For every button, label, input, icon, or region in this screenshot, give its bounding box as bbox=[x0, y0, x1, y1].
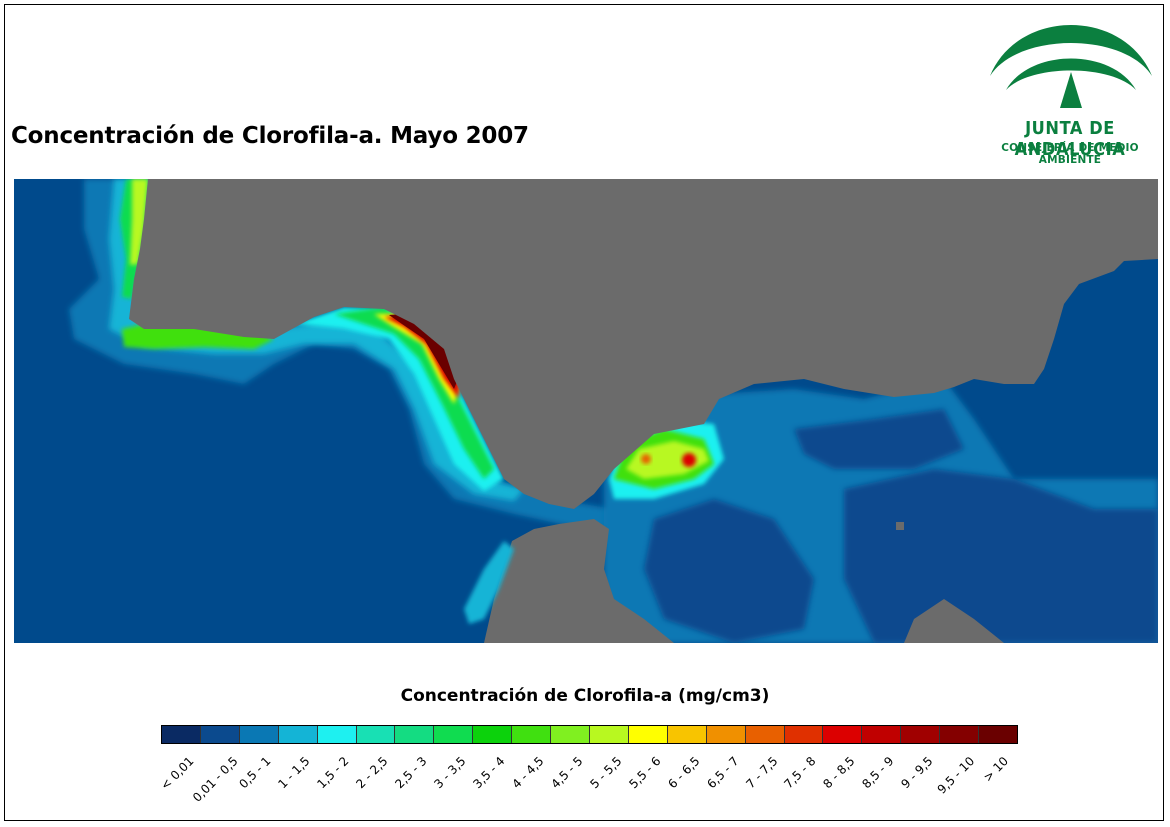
legend-label: 6,5 - 7 bbox=[703, 754, 742, 792]
legend-swatch bbox=[940, 726, 980, 743]
logo-subtitle: CONSEJERÍA DE MEDIO AMBIENTE bbox=[1001, 142, 1139, 166]
legend-swatch bbox=[162, 726, 201, 743]
legend-swatch bbox=[979, 726, 1017, 743]
legend-swatch bbox=[395, 726, 435, 743]
legend-label: 9 - 9,5 bbox=[898, 754, 936, 792]
legend-label: 3,5 - 4 bbox=[470, 754, 508, 792]
legend-swatch bbox=[706, 726, 746, 743]
logo-emblem-icon bbox=[990, 25, 1152, 108]
legend-swatch bbox=[628, 726, 668, 743]
legend-label: 7,5 - 8 bbox=[781, 754, 820, 792]
legend-swatch bbox=[317, 726, 357, 743]
atlantic-coastal-band bbox=[109, 179, 524, 501]
huelva-cadiz-coast-green bbox=[334, 307, 494, 479]
legend-swatch bbox=[862, 726, 902, 743]
legend-label: 5,5 - 6 bbox=[626, 754, 664, 792]
legend-swatch bbox=[473, 726, 513, 743]
legend-swatch bbox=[551, 726, 590, 743]
legend-swatch bbox=[823, 726, 863, 743]
north-africa-east-land bbox=[904, 599, 1004, 643]
legend-label: > 10 bbox=[980, 754, 1012, 785]
malaga-hotspot-2 bbox=[641, 454, 651, 464]
legend-label: 6 - 6,5 bbox=[664, 754, 703, 792]
legend-swatch bbox=[434, 726, 474, 743]
legend-label: 8,5 - 9 bbox=[859, 754, 897, 792]
malaga-hotspot bbox=[682, 453, 696, 467]
huelva-cadiz-coast-cyan bbox=[294, 307, 504, 491]
portugal-coast-yellow bbox=[130, 179, 148, 265]
legend-title: Concentración de Clorofila-a (mg/cm3) bbox=[400, 686, 770, 706]
legend-swatch bbox=[745, 726, 785, 743]
alboran-open-sea-west bbox=[644, 499, 814, 643]
legend-swatch bbox=[589, 726, 629, 743]
malaga-coast-yellow bbox=[626, 441, 709, 479]
legend-label: 0,5 - 1 bbox=[236, 754, 274, 792]
legend-swatch bbox=[784, 726, 824, 743]
legend-swatch bbox=[667, 726, 707, 743]
legend-swatch bbox=[239, 726, 279, 743]
iberian-peninsula-land bbox=[129, 179, 1158, 509]
legend-label: < 0,01 bbox=[157, 754, 197, 793]
alboran-open-sea-east bbox=[844, 469, 1158, 643]
color-legend bbox=[161, 725, 1018, 744]
legend-label: 2 - 2,5 bbox=[353, 754, 391, 792]
legend-label: 4 - 4,5 bbox=[509, 754, 547, 792]
north-africa-land bbox=[484, 519, 674, 643]
island-pixel bbox=[896, 522, 904, 530]
legend-swatch bbox=[278, 726, 318, 743]
legend-swatch bbox=[356, 726, 396, 743]
legend-swatch bbox=[512, 726, 552, 743]
legend-label: 3 - 3,5 bbox=[431, 754, 469, 792]
legend-label: 1 - 1,5 bbox=[275, 754, 313, 792]
alboran-north-band bbox=[794, 409, 964, 469]
map-title: Concentración de Clorofila-a. Mayo 2007 bbox=[11, 123, 529, 149]
junta-de-andalucia-logo: JUNTA DE ANDALUCIA CONSEJERÍA DE MEDIO A… bbox=[978, 14, 1162, 166]
africa-coast-band bbox=[464, 541, 514, 624]
logo-name: JUNTA DE ANDALUCIA bbox=[1014, 118, 1126, 160]
chlorophyll-map bbox=[14, 179, 1158, 643]
legend-label: 2,5 - 3 bbox=[392, 754, 430, 792]
legend-swatch bbox=[200, 726, 240, 743]
legend-label: 8 - 8,5 bbox=[820, 754, 859, 792]
legend-label: 7 - 7,5 bbox=[742, 754, 781, 792]
legend-label: 1,5 - 2 bbox=[314, 754, 352, 792]
legend-label: 5 - 5,5 bbox=[587, 754, 625, 792]
legend-label: 0,01 - 0,5 bbox=[189, 754, 241, 805]
legend-label: 4,5 - 5 bbox=[548, 754, 586, 792]
legend-label: 9,5 - 10 bbox=[934, 754, 978, 797]
legend-swatch bbox=[901, 726, 941, 743]
